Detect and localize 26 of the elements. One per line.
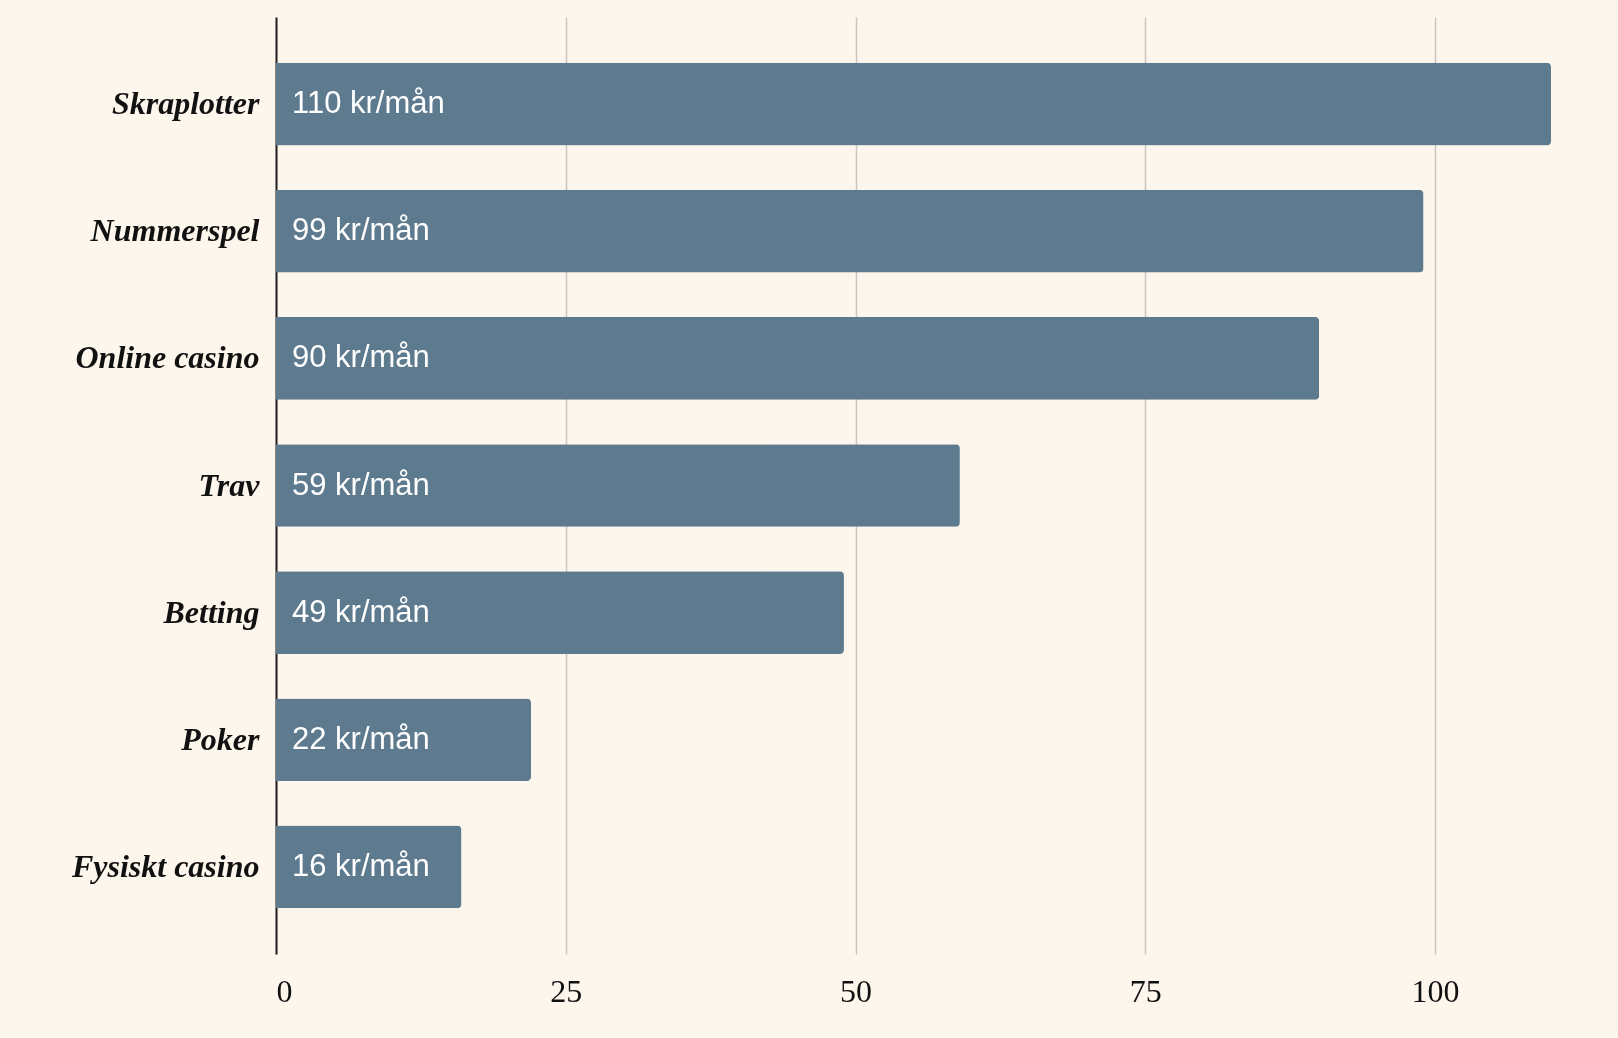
bar — [276, 444, 960, 527]
x-tick-label: 100 — [1411, 972, 1460, 1009]
y-tick-label: Online casino — [75, 339, 260, 376]
data-label: 90 kr/mån — [292, 339, 430, 375]
bar — [276, 698, 531, 782]
bar — [276, 571, 844, 654]
y-tick-label: Skraplotter — [111, 85, 261, 122]
x-tick-label: 75 — [1129, 972, 1162, 1009]
y-tick-label: Fysiskt casino — [70, 847, 260, 884]
data-label: 110 kr/mån — [292, 85, 445, 121]
data-label: 99 kr/mån — [292, 212, 430, 248]
bar — [276, 825, 462, 909]
data-label: 22 kr/mån — [292, 720, 430, 756]
bar — [276, 317, 1320, 400]
data-label: 16 kr/mån — [292, 847, 430, 883]
data-label: 59 kr/mån — [292, 466, 430, 502]
bar — [276, 189, 1424, 273]
x-tick-label: 0 — [276, 972, 293, 1009]
y-tick-label: Trav — [198, 466, 261, 503]
x-tick-label: 25 — [550, 972, 583, 1009]
bar — [276, 62, 1551, 146]
y-tick-label: Nummerspel — [89, 212, 260, 249]
y-tick-label: Poker — [180, 720, 261, 757]
data-label: 49 kr/mån — [292, 593, 430, 629]
y-tick-label: Betting — [162, 593, 260, 630]
x-tick-label: 50 — [840, 972, 873, 1009]
